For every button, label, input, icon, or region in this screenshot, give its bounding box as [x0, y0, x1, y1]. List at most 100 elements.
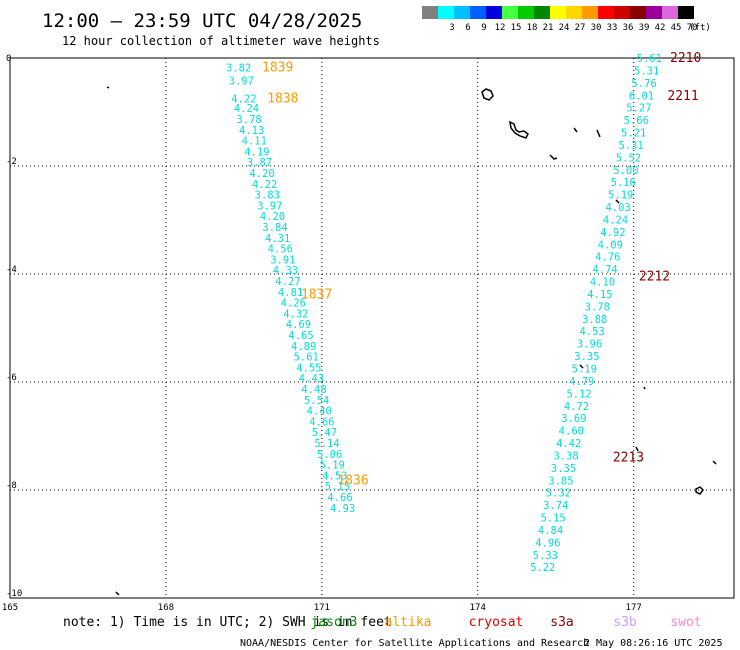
legend-swatch	[486, 6, 502, 19]
map-title: 12:00 – 23:59 UTC 04/28/2025	[42, 10, 362, 32]
lon-tick-label: 171	[314, 603, 330, 613]
wave-height-value: 4.92	[600, 227, 625, 239]
legend-tick-label: 15	[511, 23, 522, 33]
legend-swatch	[630, 6, 646, 19]
wave-height-value: 5.12	[566, 388, 591, 400]
legend-swatch	[454, 6, 470, 19]
color-scale-legend: 3 6 9 12 15 18 21 24 27 30 33 36 39 42 45 70(ft)	[422, 6, 711, 33]
wave-height-value: 3.97	[257, 200, 282, 212]
wave-height-value: 4.89	[291, 341, 316, 353]
wave-height-value: 4.33	[273, 265, 298, 277]
wave-height-value: 4.22	[231, 94, 256, 106]
satellite-legend-label: s3a	[550, 615, 573, 630]
legend-tick-label: 70	[687, 23, 698, 33]
wave-height-value: 4.11	[242, 136, 267, 148]
wave-height-value: 4.20	[260, 211, 285, 223]
lat-tick-label: -8	[6, 481, 17, 491]
wave-height-value: 6.01	[629, 90, 654, 102]
wave-height-value: 3.83	[255, 190, 280, 202]
wave-height-value: 5.32	[546, 488, 571, 500]
satellite-legend-label: altika	[385, 615, 432, 630]
legend-unit: (ft)	[689, 23, 711, 33]
wave-height-value: 5.00	[613, 165, 638, 177]
legend-swatch	[646, 6, 662, 19]
legend-swatch	[422, 6, 438, 19]
wave-height-value: 5.06	[317, 449, 342, 461]
legend-tick-label: 12	[495, 23, 506, 33]
legend-swatch	[582, 6, 598, 19]
legend-tick-label: 45	[671, 23, 682, 33]
footer-note: note: 1) Time is in UTC; 2) SWH is in fe…	[63, 615, 392, 630]
pass-time-label: 2213	[613, 451, 644, 466]
wave-height-value: 4.56	[268, 244, 293, 256]
wave-height-value: 4.81	[278, 287, 303, 299]
legend-tick-label: 21	[543, 23, 554, 33]
wave-height-value: 5.47	[312, 427, 337, 439]
pass-time-label: 1839	[262, 61, 293, 76]
wave-height-value: 4.24	[603, 214, 628, 226]
lat-tick-label: -6	[6, 373, 17, 383]
satellite-legend: jason3 altika cryosat s3a s3b swot	[311, 615, 702, 630]
footer-generated: 2 May 08:26:16 UTC 2025	[584, 638, 722, 649]
legend-tick-label: 42	[655, 23, 666, 33]
wave-height-value: 4.76	[595, 252, 620, 264]
legend-tick-label: 36	[623, 23, 634, 33]
wave-height-value: 4.09	[598, 239, 623, 251]
wave-height-value: 3.82	[226, 63, 251, 75]
satellite-tracks: 3.823.974.224.243.784.134.114.193.874.20…	[226, 51, 701, 574]
legend-swatch	[534, 6, 550, 19]
wave-height-value: 4.31	[265, 233, 290, 245]
wave-height-value: 3.35	[574, 351, 599, 363]
pass-time-label: 1838	[267, 92, 298, 107]
legend-swatch	[662, 6, 678, 19]
wave-height-value: 3.78	[585, 301, 610, 313]
legend-swatch	[614, 6, 630, 19]
legend-tick-label: 3	[449, 23, 454, 33]
wave-height-value: 4.32	[283, 308, 308, 320]
wave-height-value: 3.74	[543, 500, 568, 512]
wave-height-value: 4.93	[330, 503, 355, 515]
wave-height-value: 4.66	[309, 416, 334, 428]
wave-height-value: 4.27	[275, 276, 300, 288]
lon-tick-label: 174	[470, 603, 486, 613]
wave-height-value: 4.66	[327, 492, 352, 504]
wave-height-value: 5.15	[325, 481, 350, 493]
footer-credit: NOAA/NESDIS Center for Satellite Applica…	[240, 638, 589, 649]
legend-swatch	[470, 6, 486, 19]
wave-height-value: 5.76	[631, 78, 656, 90]
legend-tick-label: 24	[559, 23, 570, 33]
map-subtitle: 12 hour collection of altimeter wave hei…	[62, 34, 380, 48]
wave-height-value: 3.78	[236, 114, 261, 126]
wave-height-value: 4.03	[605, 202, 630, 214]
wave-height-value: 4.26	[281, 298, 306, 310]
wave-height-value: 3.87	[247, 157, 272, 169]
pass-time-label: 1837	[301, 288, 332, 303]
wave-height-value: 5.22	[530, 562, 555, 574]
map-frame	[9, 57, 735, 599]
wave-height-value: 3.85	[548, 475, 573, 487]
satellite-legend-label: jason3	[311, 615, 358, 630]
legend-tick-label: 30	[591, 23, 602, 33]
legend-tick-label: 27	[575, 23, 586, 33]
wave-height-value: 5.31	[634, 65, 659, 77]
wave-height-value: 5.21	[621, 128, 646, 140]
legend-swatch	[678, 6, 694, 19]
wave-height-value: 4.84	[538, 525, 563, 537]
island-outline	[549, 127, 601, 160]
wave-height-value: 4.48	[301, 384, 326, 396]
wave-height-value: 5.31	[618, 140, 643, 152]
wave-height-value: 4.13	[239, 125, 264, 137]
legend-swatch	[598, 6, 614, 19]
legend-swatch	[438, 6, 454, 19]
island-outline	[579, 199, 646, 390]
wave-height-value: 3.96	[577, 339, 602, 351]
wave-height-value: 5.16	[611, 177, 636, 189]
wave-height-value: 4.69	[286, 319, 311, 331]
island-outlines	[106, 86, 717, 596]
wave-height-value: 5.52	[616, 152, 641, 164]
wave-height-value: 4.40	[307, 406, 332, 418]
legend-tick-label: 9	[481, 23, 486, 33]
lat-tick-label: -2	[6, 157, 17, 167]
legend-tick-label: 18	[527, 23, 538, 33]
legend-tick-label: 33	[607, 23, 618, 33]
